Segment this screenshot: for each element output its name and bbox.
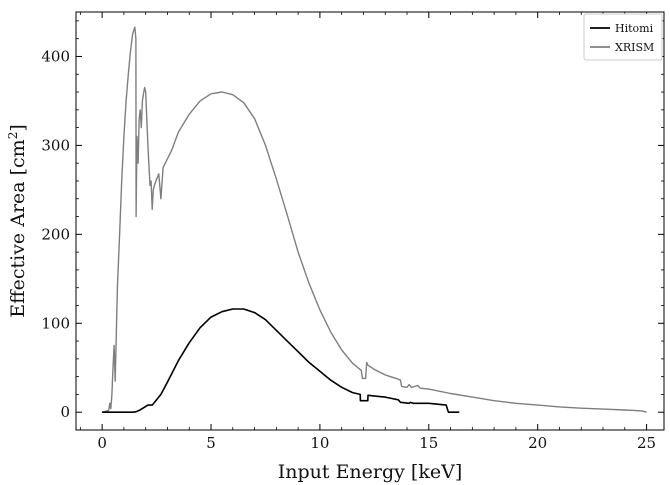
legend-label-xrism: XRISM <box>615 41 654 54</box>
y-axis-label-superscript: 2 <box>6 132 20 140</box>
x-tick-label: 10 <box>310 434 329 452</box>
y-axis-label: Effective Area [cm2] <box>6 124 29 318</box>
y-axis-label-text: Effective Area [cm <box>7 139 29 317</box>
x-tick-label: 25 <box>637 434 656 452</box>
legend: Hitomi XRISM <box>583 13 663 61</box>
legend-label-hitomi: Hitomi <box>615 22 654 35</box>
x-tick-label: 20 <box>528 434 547 452</box>
y-axis-label-close: ] <box>7 124 29 131</box>
series-lines <box>101 26 647 414</box>
y-tick-label: 100 <box>41 314 70 332</box>
x-tick-label: 5 <box>206 434 216 452</box>
series-line-xrism <box>101 26 647 413</box>
x-tick-label: 0 <box>97 434 107 452</box>
y-tick-label: 200 <box>41 225 70 243</box>
x-axis-label: Input Energy [keV] <box>278 461 463 483</box>
axis-ticks: 0 5 10 15 20 25 0 100 200 300 400 <box>41 12 664 452</box>
legend-box <box>583 13 663 61</box>
series-line-hitomi <box>102 308 460 414</box>
y-tick-label: 0 <box>60 403 70 421</box>
y-tick-label: 300 <box>41 136 70 154</box>
y-tick-label: 400 <box>41 47 70 65</box>
x-tick-label: 15 <box>419 434 438 452</box>
plot-frame <box>75 11 665 431</box>
